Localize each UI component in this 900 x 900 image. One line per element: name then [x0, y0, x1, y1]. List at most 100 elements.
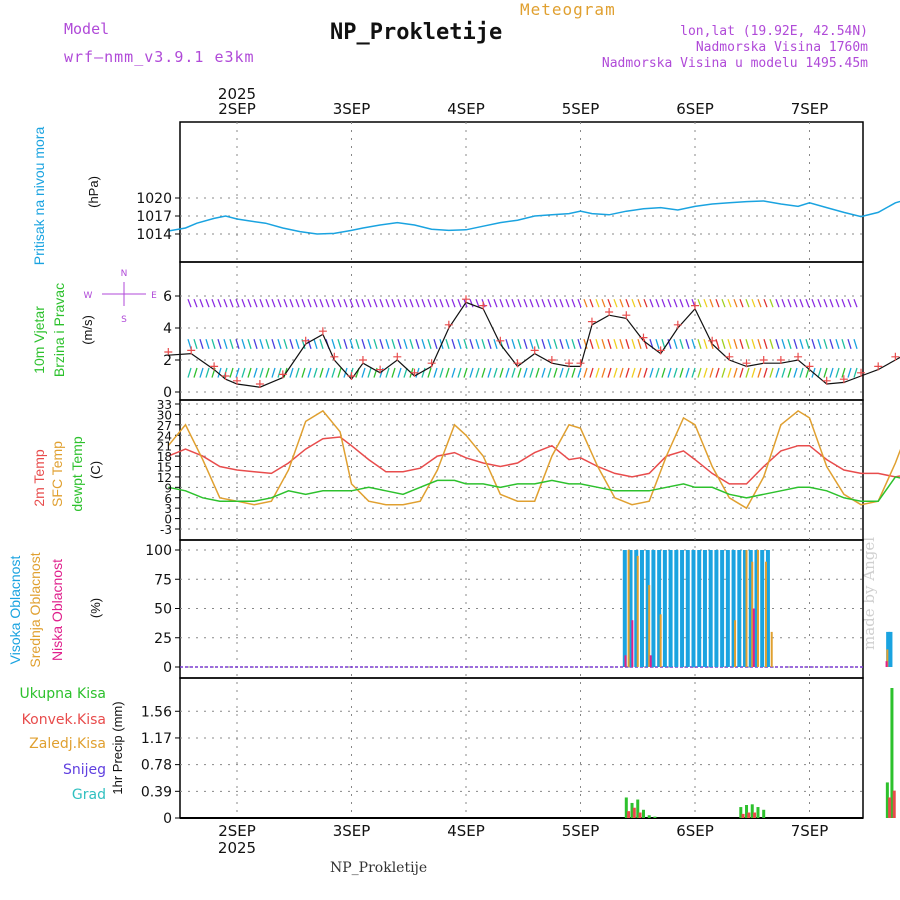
wind-barb: [247, 367, 252, 378]
cloud-bar: [708, 550, 713, 667]
y-tick-label: 1014: [136, 227, 172, 243]
wind-barb: [817, 339, 822, 349]
wind-barb: [229, 298, 234, 308]
bottom-year-label: 2025: [218, 839, 256, 857]
wind-barb: [259, 298, 264, 308]
wind-barb: [583, 367, 588, 378]
wind-barb: [223, 339, 228, 349]
cloud-bar: [754, 550, 759, 667]
wind-barb: [541, 298, 546, 308]
wind-barb: [247, 339, 252, 349]
wind-barb: [433, 339, 438, 349]
precip-bar: [745, 805, 749, 818]
wind-barb: [757, 298, 762, 308]
wind-barb: [625, 339, 630, 349]
wind-barb: [703, 298, 708, 308]
wind-barb: [229, 339, 234, 349]
wind-barb: [511, 339, 516, 349]
wind-barb: [571, 367, 576, 378]
wind-barb: [829, 339, 834, 349]
wind-barb: [295, 298, 300, 308]
compass-w: W: [84, 291, 93, 301]
wind-gust-marker: [210, 362, 219, 371]
cloud-bar: [885, 661, 888, 667]
wind-barb: [547, 367, 552, 378]
wind-barb: [403, 298, 408, 308]
wind-gust-marker: [691, 301, 699, 310]
wind-barb: [595, 339, 600, 349]
wind-barb: [853, 298, 858, 308]
cloud-bar: [764, 561, 767, 667]
wind-barb: [307, 367, 312, 378]
cloud-bar: [756, 550, 759, 667]
wind-barb: [313, 367, 318, 378]
y-tick-label: 0.39: [141, 784, 172, 800]
top-day-label: 5SEP: [562, 100, 600, 118]
cloud-bar: [697, 550, 702, 667]
cloud-bar: [659, 614, 662, 667]
wind-barb: [205, 367, 210, 378]
wind-barb: [355, 298, 360, 308]
wind-barb: [517, 298, 522, 308]
y-tick-label: 6: [163, 289, 172, 305]
temp-ylabel: (C): [88, 461, 103, 479]
wind-ylabel: (m/s): [80, 315, 95, 345]
y-tick-label: 18: [157, 450, 172, 464]
wind-barb: [811, 298, 816, 308]
wind-barb: [835, 367, 840, 378]
wind-barb: [589, 339, 594, 349]
wind-barb: [787, 367, 792, 378]
wind-barb: [313, 339, 318, 349]
precip-legend-2: Zaledj.Kisa: [29, 736, 106, 752]
cloud-bar: [636, 555, 639, 667]
wind-barb: [583, 298, 588, 308]
precip-bar: [753, 812, 757, 818]
wind-barb: [835, 298, 840, 308]
wind-barb: [241, 298, 246, 308]
wind-barb: [283, 298, 288, 308]
cloud-bar: [622, 550, 627, 667]
pressure-ylabel: (hPa): [86, 176, 101, 208]
precip-bar: [630, 802, 634, 818]
wind-barb: [505, 367, 510, 378]
wind-barb: [595, 367, 600, 378]
wind-barb: [457, 339, 462, 349]
panel-frame-pressure: [179, 121, 864, 263]
wind-barb: [853, 367, 858, 378]
y-tick-label: 30: [157, 408, 172, 422]
wind-barb: [787, 339, 792, 349]
cloud-bar: [648, 585, 651, 667]
footer-station: NP_Prokletije: [330, 860, 428, 876]
wind-barb: [493, 298, 498, 308]
wind-barb: [781, 339, 786, 349]
y-tick-label: 4: [163, 321, 172, 337]
wind-barb: [301, 298, 306, 308]
wind-barb: [709, 298, 714, 308]
wind-gust-marker: [565, 359, 574, 368]
wind-barb: [307, 298, 312, 308]
wind-barb: [469, 339, 474, 349]
wind-barb: [763, 339, 768, 349]
wind-barb: [379, 298, 384, 308]
wind-barb: [421, 339, 426, 349]
wind-barb: [337, 339, 342, 349]
wind-barb: [643, 339, 648, 349]
cloud-bar: [631, 620, 634, 667]
wind-barb: [691, 339, 696, 349]
wind-barb: [469, 298, 474, 308]
wind-barb: [187, 298, 192, 308]
precip-bar: [632, 807, 636, 818]
wind-barb: [775, 298, 780, 308]
precip-bar: [885, 782, 889, 818]
cloud-bar: [751, 561, 754, 667]
wind-gust-marker: [347, 372, 356, 380]
wind-barb: [271, 367, 276, 378]
bottom-day-label: 6SEP: [676, 822, 714, 840]
wind-barb: [715, 367, 720, 378]
wind-barb: [523, 298, 528, 308]
wind-barb: [799, 298, 804, 308]
wind-barb: [283, 339, 288, 349]
wind-barb: [253, 367, 258, 378]
wind-barb: [187, 339, 192, 349]
wind-barb: [661, 298, 666, 308]
